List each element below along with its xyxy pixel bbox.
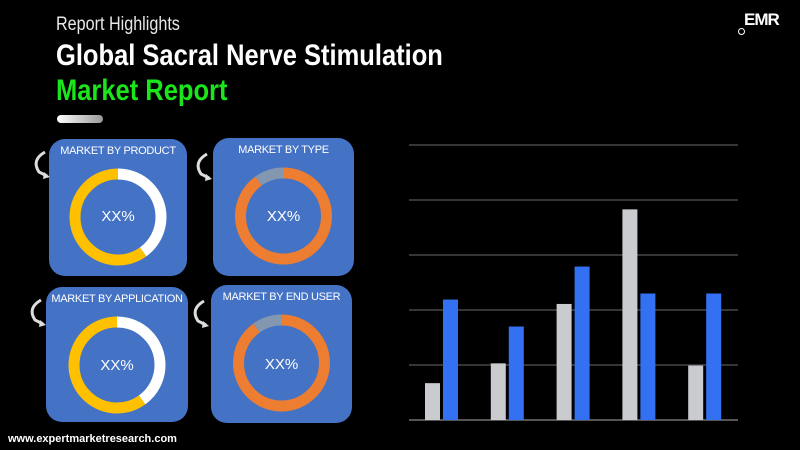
page-title: Global Sacral Nerve Stimulation <box>56 39 443 72</box>
panel-market-by-type: MARKET BY TYPE XX% <box>213 138 354 276</box>
bar-series1-3 <box>556 303 572 420</box>
curved-arrow-icon <box>34 150 50 179</box>
bar-series1-2 <box>490 363 506 420</box>
page-subtitle: Market Report <box>56 74 228 107</box>
emr-logo: EMR <box>738 8 788 35</box>
panel-value: XX% <box>100 357 134 374</box>
bar-series1-5 <box>688 365 704 420</box>
donut-chart <box>235 167 332 265</box>
bar-series2-1 <box>443 299 458 420</box>
panel-market-by-product: MARKET BY PRODUCT XX% <box>49 139 187 276</box>
curved-arrow-icon <box>193 299 209 328</box>
panel-title: MARKET BY END USER <box>222 291 341 303</box>
panel-value: XX% <box>266 208 301 225</box>
bar-series2-2 <box>508 326 524 420</box>
decorative-pill <box>57 115 103 123</box>
bar-series1-1 <box>425 383 440 420</box>
donut-chart <box>233 314 330 412</box>
footer-url[interactable]: www.expertmarketresearch.com <box>8 433 177 445</box>
panel-title: MARKET BY PRODUCT <box>60 145 176 157</box>
donut-chart <box>69 168 167 266</box>
panel-title: MARKET BY APPLICATION <box>51 293 183 305</box>
donut-segment-1 <box>233 314 330 412</box>
panel-market-by-end-user: MARKET BY END USER XX% <box>211 285 352 423</box>
bar-series2-4 <box>640 293 656 420</box>
report-kicker: Report Highlights <box>56 14 180 35</box>
panel-market-by-application: MARKET BY APPLICATION XX% <box>46 287 188 422</box>
panel-value: XX% <box>264 356 299 373</box>
donut-segment-1 <box>235 167 332 265</box>
curved-arrow-icon <box>196 152 212 181</box>
bar-series1-4 <box>622 209 638 420</box>
panel-title: MARKET BY TYPE <box>238 144 329 156</box>
curved-arrow-icon <box>30 298 46 327</box>
donut-segment-1 <box>69 168 167 266</box>
panel-value: XX% <box>101 208 135 225</box>
bar-series2-3 <box>574 266 590 420</box>
bar-series2-5 <box>706 293 722 420</box>
donut-segment-1 <box>68 316 166 414</box>
donut-chart <box>68 316 166 414</box>
